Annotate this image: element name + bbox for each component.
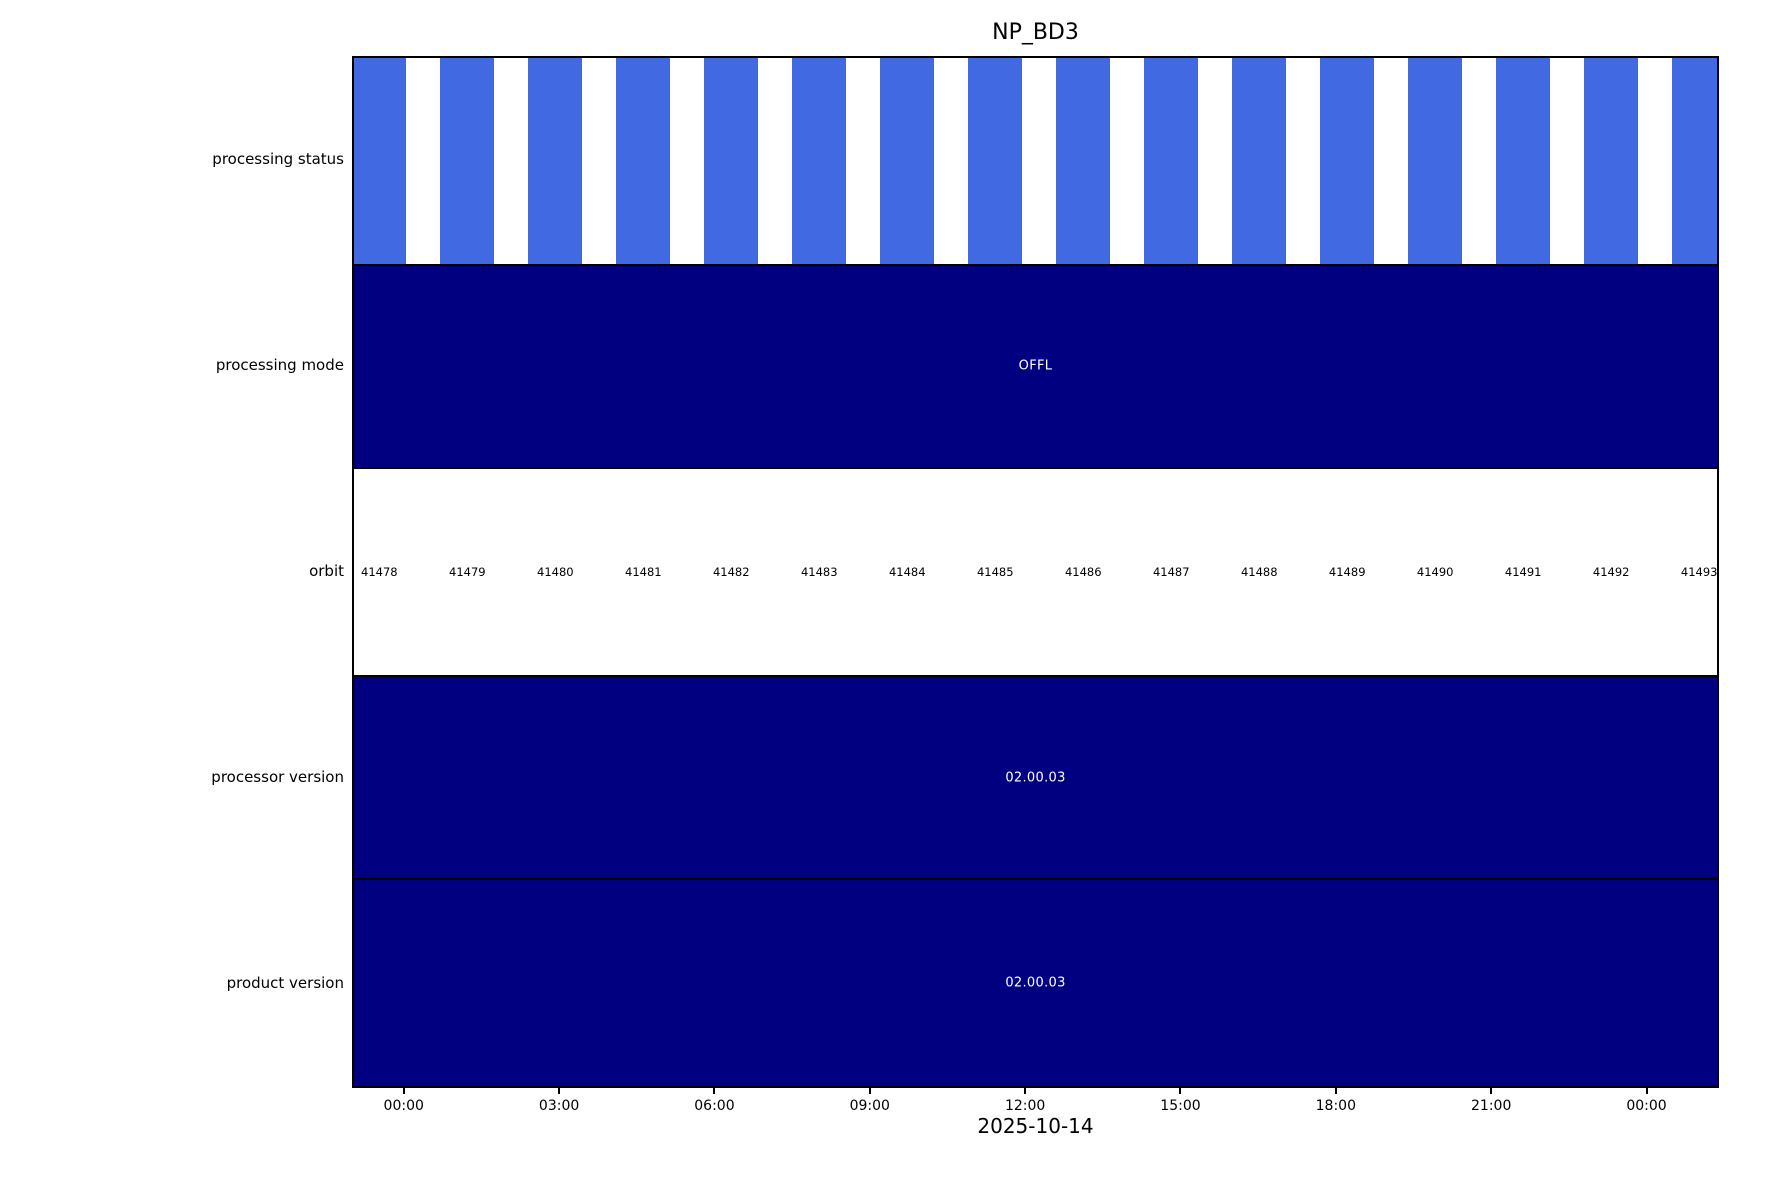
x-tick-label: 09:00 xyxy=(849,1098,890,1114)
row-label-processing-mode: processing mode xyxy=(215,356,344,374)
row-label-product-version: product version xyxy=(226,974,344,992)
processing-status-bar xyxy=(968,58,1023,264)
row-processing-status xyxy=(354,58,1717,264)
processing-status-bar xyxy=(1672,58,1717,264)
row-processor-version: 02.00.03 xyxy=(354,674,1717,881)
processing-status-bar xyxy=(704,58,759,264)
x-tick-label: 03:00 xyxy=(538,1098,580,1114)
x-tick-label: 06:00 xyxy=(694,1098,735,1114)
chart-title: NP_BD3 xyxy=(992,20,1079,45)
x-tick-label: 00:00 xyxy=(1626,1098,1667,1114)
y-axis-labels: processing status processing mode orbit … xyxy=(0,56,344,1088)
x-tick-mark xyxy=(1024,1087,1027,1094)
x-tick-mark xyxy=(402,1087,405,1094)
x-tick-mark xyxy=(1179,1087,1182,1094)
orbit-number: 41490 xyxy=(1416,564,1454,579)
x-tick-mark xyxy=(713,1087,716,1094)
row-product-version: 02.00.03 xyxy=(354,880,1717,1086)
x-tick-mark xyxy=(868,1087,871,1094)
row-processing-mode: OFFL xyxy=(354,263,1717,470)
orbit-number: 41482 xyxy=(712,564,750,579)
x-axis: 00:00 03:00 06:00 09:00 12:00 15:00 18:00 21:00… xyxy=(353,1087,1718,1133)
x-tick-mark xyxy=(1490,1087,1493,1094)
processor-version-value: 02.00.03 xyxy=(1005,770,1066,786)
orbit-number: 41493 xyxy=(1680,564,1718,579)
x-tick-label: 18:00 xyxy=(1315,1098,1357,1114)
processing-status-bar xyxy=(1408,58,1463,264)
orbit-number: 41481 xyxy=(625,564,662,579)
orbit-number: 41487 xyxy=(1152,564,1190,579)
orbit-number: 41484 xyxy=(888,564,926,579)
row-label-processing-status: processing status xyxy=(212,150,344,168)
x-tick-mark xyxy=(558,1087,561,1094)
product-version-value: 02.00.03 xyxy=(1005,975,1066,991)
processing-status-bar xyxy=(616,58,671,264)
processing-status-bar xyxy=(1320,58,1375,264)
x-axis-date-label: 2025-10-14 xyxy=(977,1114,1094,1138)
processing-status-bar xyxy=(528,58,583,264)
orbit-number: 41486 xyxy=(1064,564,1102,579)
row-orbit: 41478 41479 41480 41481 41482 41483 41484 41485… xyxy=(354,469,1717,675)
plot-area: OFFL 41478 41479 41480 41481 41482 41483 41484… xyxy=(352,56,1719,1088)
orbit-number: 41488 xyxy=(1240,564,1278,579)
processing-status-bar xyxy=(1144,58,1199,264)
x-tick-label: 21:00 xyxy=(1471,1098,1512,1114)
orbit-number: 41489 xyxy=(1328,564,1366,579)
orbit-number: 41483 xyxy=(800,564,838,579)
x-tick-mark xyxy=(1334,1087,1337,1094)
processing-status-bar xyxy=(1056,58,1111,264)
orbit-number: 41491 xyxy=(1504,564,1542,579)
x-tick-label: 12:00 xyxy=(1004,1098,1046,1114)
processing-mode-value: OFFL xyxy=(1018,358,1053,374)
x-tick-mark xyxy=(1645,1087,1648,1094)
processing-status-bar xyxy=(1232,58,1287,264)
x-tick-label: 00:00 xyxy=(383,1098,424,1114)
x-tick-label: 15:00 xyxy=(1160,1098,1201,1114)
processing-status-bar xyxy=(1584,58,1639,264)
row-label-processor-version: processor version xyxy=(211,768,344,786)
processing-status-bar xyxy=(354,58,407,264)
orbit-number: 41479 xyxy=(449,564,486,579)
processing-status-bar xyxy=(1496,58,1551,264)
orbit-number: 41485 xyxy=(976,564,1014,579)
processing-status-bar xyxy=(792,58,847,264)
processing-status-bar xyxy=(440,58,495,264)
processing-status-bar xyxy=(880,58,935,264)
orbit-number: 41480 xyxy=(537,564,574,579)
orbit-number: 41478 xyxy=(361,564,398,579)
orbit-number: 41492 xyxy=(1592,564,1630,579)
row-label-orbit: orbit xyxy=(309,562,344,580)
